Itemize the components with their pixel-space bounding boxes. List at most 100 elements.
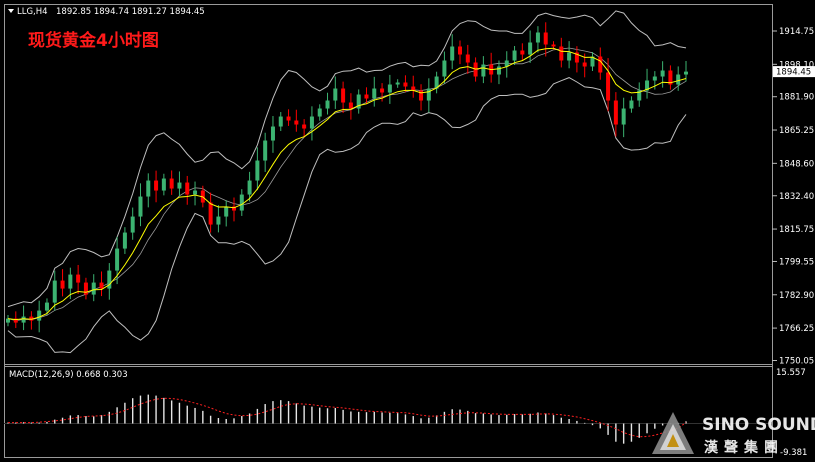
candle-body xyxy=(341,88,346,103)
candle-body xyxy=(115,248,120,271)
candle-body xyxy=(232,206,236,211)
price-tick-label: 1848.60 xyxy=(779,159,814,169)
candle-body xyxy=(177,182,182,189)
macd-label: MACD(12,26,9) 0.668 0.303 xyxy=(9,370,128,380)
candle-body xyxy=(387,84,392,93)
candle-body xyxy=(263,140,268,161)
candle-body xyxy=(426,88,431,101)
candle-body xyxy=(216,216,221,225)
candle-body xyxy=(621,108,626,125)
candle-body xyxy=(372,88,377,99)
candle-body xyxy=(255,160,260,181)
candle-body xyxy=(629,100,634,109)
signal-line xyxy=(8,397,687,438)
bollinger-bands xyxy=(7,10,687,354)
brand-watermark: SINO SOUND 漢聲集團 xyxy=(652,412,815,456)
candle-body xyxy=(496,66,501,75)
candle-body xyxy=(543,32,548,45)
candle-body xyxy=(535,32,540,43)
candle-body xyxy=(442,60,447,77)
candle-body xyxy=(130,216,135,233)
candle-body xyxy=(99,282,104,289)
price-tick-label: 1815.75 xyxy=(779,225,814,235)
price-tick-label: 1914.75 xyxy=(779,27,814,37)
candle-body xyxy=(37,310,42,321)
candle-body xyxy=(29,316,34,321)
middle-band xyxy=(7,47,687,322)
candle-body xyxy=(107,270,112,289)
price-tick-label: 1799.55 xyxy=(779,257,814,267)
candle-body xyxy=(613,100,618,125)
brand-name: SINO SOUND xyxy=(702,415,815,435)
candle-body xyxy=(606,72,611,101)
candle-body xyxy=(411,86,416,91)
candle-body xyxy=(504,60,509,67)
brand-name-cn: 漢聲集團 xyxy=(704,439,784,456)
candle-body xyxy=(169,178,174,189)
candle-body xyxy=(652,76,657,81)
macd-histogram xyxy=(4,394,772,444)
candle-body xyxy=(83,282,88,295)
candle-body xyxy=(91,282,96,295)
candle-body xyxy=(590,56,595,67)
price-tick-label: 1750.05 xyxy=(779,357,814,367)
candle-body xyxy=(520,50,525,55)
candle-body xyxy=(270,126,275,141)
candle-body xyxy=(403,82,408,87)
chart-title: 现货黄金4小时图 xyxy=(28,30,159,51)
price-axis: 1914.75 1898.10 1881.90 1865.25 1848.60 1832.… xyxy=(772,27,814,367)
moving-average-line xyxy=(7,47,687,321)
candle-body xyxy=(21,316,26,323)
price-tick-label: 1865.25 xyxy=(779,126,814,136)
candle-body xyxy=(598,56,603,73)
macd-signal-line xyxy=(8,397,687,438)
candle-body xyxy=(465,54,470,63)
candle-body xyxy=(348,102,353,109)
ohlc-readout: 1892.85 1894.74 1891.27 1894.45 xyxy=(56,7,205,17)
candle-body xyxy=(13,318,18,323)
candle-body xyxy=(239,194,244,211)
candle-body xyxy=(481,64,486,77)
candle-body xyxy=(551,44,556,47)
candle-body xyxy=(567,52,572,61)
candle-body xyxy=(317,108,322,117)
candle-body xyxy=(528,42,533,55)
candle-body xyxy=(76,274,81,283)
candle-body xyxy=(161,178,166,191)
candle-body xyxy=(356,94,361,109)
candle-body xyxy=(559,46,564,61)
candle-body xyxy=(146,180,151,197)
symbol-dropdown-icon[interactable] xyxy=(8,9,14,13)
symbol-label: LLG,H4 xyxy=(17,7,48,17)
candle-body xyxy=(294,120,299,125)
candle-body xyxy=(52,280,57,303)
candle-body xyxy=(364,94,369,99)
macd-top-tick: 15.557 xyxy=(776,368,806,378)
macd-bottom-tick: -9.381 xyxy=(780,448,807,458)
candle-body xyxy=(68,274,73,289)
candle-body xyxy=(247,180,252,195)
current-price-label: 1894.45 xyxy=(776,68,811,78)
candle-body xyxy=(6,318,10,323)
price-tick-label: 1766.25 xyxy=(779,324,814,334)
price-tick-label: 1832.40 xyxy=(779,192,814,202)
price-tick-label: 1881.90 xyxy=(779,93,814,103)
candle-body xyxy=(380,88,385,93)
candle-body xyxy=(645,80,650,91)
lower-band xyxy=(7,77,687,354)
candle-body xyxy=(208,202,213,225)
candle-body xyxy=(138,196,143,217)
candle-body xyxy=(684,71,688,75)
candle-body xyxy=(419,90,424,101)
candle-body xyxy=(193,190,198,195)
candle-body xyxy=(325,100,330,109)
current-price-marker: 1894.45 xyxy=(773,66,815,78)
candle-body xyxy=(434,76,439,89)
candle-body xyxy=(309,116,314,129)
candlesticks xyxy=(6,22,688,333)
candle-body xyxy=(44,302,49,311)
candle-body xyxy=(458,46,462,55)
price-tick-label: 1782.90 xyxy=(779,291,814,301)
price-tick-label: 1898.10 xyxy=(779,60,814,70)
candle-body xyxy=(185,182,190,195)
